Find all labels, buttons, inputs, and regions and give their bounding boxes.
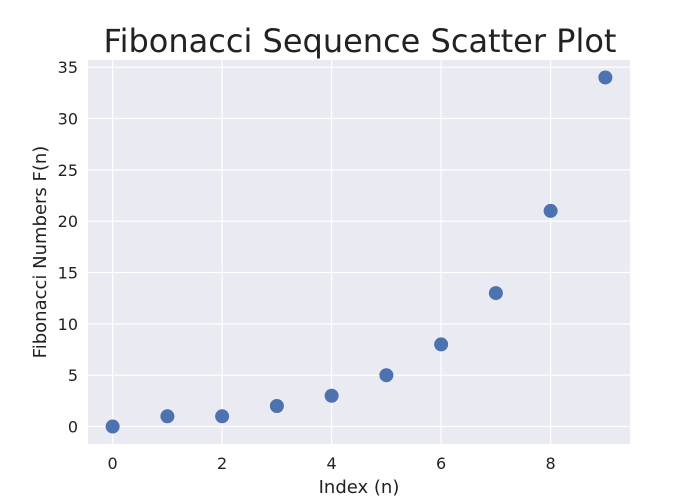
y-tick-label: 0 xyxy=(68,418,78,437)
y-tick-label: 20 xyxy=(58,212,78,231)
chart-title: Fibonacci Sequence Scatter Plot xyxy=(104,22,617,60)
gridlines xyxy=(88,60,630,444)
data-point xyxy=(324,388,339,403)
x-tick-label: 6 xyxy=(436,454,446,473)
y-tick-label: 15 xyxy=(58,264,78,283)
data-point xyxy=(105,419,120,434)
data-point xyxy=(379,368,394,383)
x-tick-label: 2 xyxy=(217,454,227,473)
x-tick-label: 0 xyxy=(108,454,118,473)
y-tick-label: 30 xyxy=(58,110,78,129)
y-tick-label: 35 xyxy=(58,58,78,77)
data-point xyxy=(543,203,558,218)
data-point xyxy=(434,337,449,352)
data-point xyxy=(269,399,284,414)
tick-labels: 0 2 4 6 8 0 5 10 15 20 25 30 35 xyxy=(58,58,556,473)
data-point xyxy=(160,409,175,424)
data-point xyxy=(598,70,613,85)
y-tick-label: 25 xyxy=(58,161,78,180)
data-points xyxy=(105,70,613,434)
x-tick-label: 8 xyxy=(546,454,556,473)
x-axis-label: Index (n) xyxy=(319,477,400,498)
y-tick-label: 10 xyxy=(58,315,78,334)
x-tick-label: 4 xyxy=(327,454,337,473)
data-point xyxy=(215,409,230,424)
data-point xyxy=(488,286,503,301)
plot-area xyxy=(88,60,630,444)
y-axis-label: Fibonacci Numbers F(n) xyxy=(30,146,51,359)
y-tick-label: 5 xyxy=(68,366,78,385)
